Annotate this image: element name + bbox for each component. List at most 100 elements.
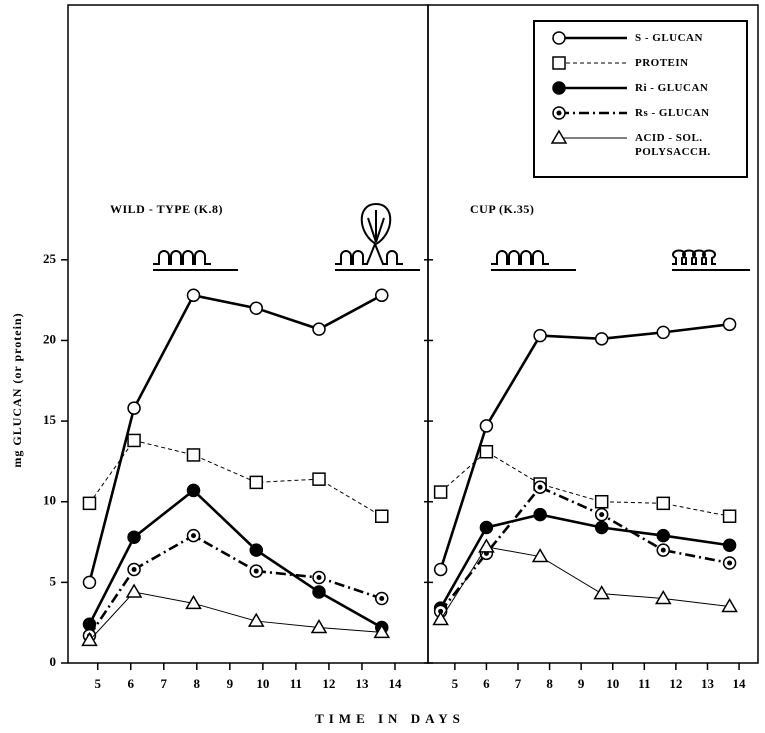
legend-swatch xyxy=(552,81,627,95)
panel-frame xyxy=(67,4,429,664)
x-axis-label: TIME IN DAYS xyxy=(315,711,465,726)
y-tick-label: 10 xyxy=(43,493,56,508)
data-point xyxy=(593,585,610,600)
x-tick-label: 12 xyxy=(322,676,335,691)
x-tick-label: 7 xyxy=(161,676,168,691)
legend-swatch xyxy=(552,56,627,70)
panel-frame xyxy=(427,4,759,664)
series-line xyxy=(440,546,730,620)
data-point xyxy=(531,548,549,563)
legend-marker xyxy=(552,31,566,45)
series-line xyxy=(439,513,730,609)
x-tick-label: 10 xyxy=(606,676,619,691)
data-point xyxy=(249,564,264,578)
legend-marker-dot xyxy=(556,110,562,116)
legend-label: Ri - GLUCAN xyxy=(635,82,709,94)
series-line xyxy=(439,323,730,570)
data-point xyxy=(186,448,201,462)
colony-icon xyxy=(153,202,750,271)
data-point xyxy=(479,444,494,459)
y-axis-label: mg GLUCAN (or protein) xyxy=(10,312,24,467)
data-point xyxy=(249,301,264,315)
x-tick-label: 14 xyxy=(733,676,747,691)
legend-label: Rs - GLUCAN xyxy=(635,107,710,119)
legend-label: ACID - SOL. POLYSACCH. xyxy=(635,132,711,158)
series-line xyxy=(89,591,382,641)
data-point xyxy=(249,543,264,557)
data-point-dot xyxy=(131,566,137,572)
legend-entry: Ri - GLUCAN xyxy=(535,78,746,103)
y-tick-label: 25 xyxy=(43,251,57,266)
y-tick-label: 5 xyxy=(50,573,57,588)
data-point xyxy=(312,472,326,486)
legend-label: S - GLUCAN xyxy=(635,32,703,44)
x-tick-label: 11 xyxy=(638,676,650,691)
data-point-dot xyxy=(379,595,385,601)
data-point-dot xyxy=(253,568,259,574)
legend-swatch xyxy=(552,106,627,120)
legend: S - GLUCAN PROTEIN Ri - GLUCAN Rs - GLUCAN A… xyxy=(533,20,748,178)
data-point-dot xyxy=(727,560,733,566)
data-point xyxy=(433,562,448,577)
data-point xyxy=(722,509,737,523)
data-point-dot xyxy=(316,575,322,581)
data-point-dot xyxy=(599,512,605,518)
data-point xyxy=(478,538,495,553)
data-point xyxy=(373,623,391,639)
x-tick-label: 6 xyxy=(128,676,135,691)
data-point xyxy=(82,575,97,590)
series-line xyxy=(89,439,383,517)
x-tick-label: 9 xyxy=(227,676,234,691)
series-line xyxy=(439,485,730,613)
data-point xyxy=(479,520,494,535)
y-tick-label: 20 xyxy=(43,331,56,346)
panel-title: WILD - TYPE (K.8) xyxy=(110,202,223,216)
x-tick-label: 8 xyxy=(546,676,553,691)
data-point xyxy=(721,598,738,613)
data-point xyxy=(656,543,671,557)
series-line xyxy=(88,534,383,637)
x-tick-label: 5 xyxy=(94,676,101,691)
data-point xyxy=(186,483,201,498)
data-point xyxy=(533,507,547,522)
x-tick-label: 9 xyxy=(578,676,585,691)
data-point xyxy=(312,322,326,336)
data-point xyxy=(533,480,547,494)
data-point-dot xyxy=(191,533,197,539)
legend-marker xyxy=(552,81,566,95)
data-point xyxy=(186,288,201,303)
x-tick-label: 14 xyxy=(388,676,402,691)
legend-entry: Rs - GLUCAN xyxy=(535,103,746,128)
data-point xyxy=(312,570,326,585)
data-point xyxy=(654,590,672,605)
data-point xyxy=(722,556,737,570)
data-point xyxy=(186,528,201,543)
data-point xyxy=(127,433,141,448)
data-point xyxy=(127,562,141,577)
data-point xyxy=(375,591,389,606)
data-point xyxy=(433,485,448,499)
data-point xyxy=(479,419,494,433)
x-tick-label: 11 xyxy=(290,676,302,691)
data-point xyxy=(656,496,671,511)
data-point xyxy=(533,328,547,343)
x-tick-label: 12 xyxy=(669,676,682,691)
series-line xyxy=(88,293,383,583)
data-point xyxy=(249,475,264,490)
y-tick-label: 0 xyxy=(50,654,57,669)
data-point xyxy=(375,509,389,523)
legend-entry: ACID - SOL. POLYSACCH. xyxy=(535,128,746,158)
x-tick-label: 5 xyxy=(452,676,459,691)
series-line xyxy=(440,451,730,517)
data-point xyxy=(432,610,449,626)
data-point xyxy=(594,507,609,522)
x-tick-label: 13 xyxy=(355,676,369,691)
legend-marker xyxy=(552,106,566,120)
x-tick-label: 8 xyxy=(194,676,201,691)
panel-title: CUP (K.35) xyxy=(470,202,534,216)
series-line xyxy=(88,488,383,629)
data-point xyxy=(127,401,141,415)
data-point xyxy=(125,583,143,598)
data-point xyxy=(594,520,609,535)
